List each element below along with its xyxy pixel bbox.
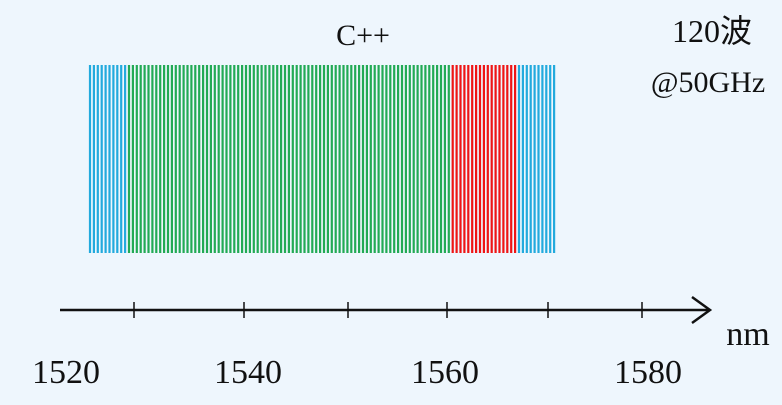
band-label: C++: [336, 19, 390, 52]
axis-label: 1540: [214, 354, 282, 391]
axis-label: 1580: [614, 354, 682, 391]
axis-ticks: [133, 302, 643, 318]
axis-arrow: [691, 295, 713, 325]
channel-count: 120波: [672, 13, 752, 49]
axis-unit: nm: [726, 316, 769, 353]
channel-spacing: @50GHz: [651, 66, 765, 99]
axis-label: 1520: [32, 354, 100, 391]
channel-lines: [88, 65, 556, 253]
axis-label: 1560: [411, 354, 479, 391]
